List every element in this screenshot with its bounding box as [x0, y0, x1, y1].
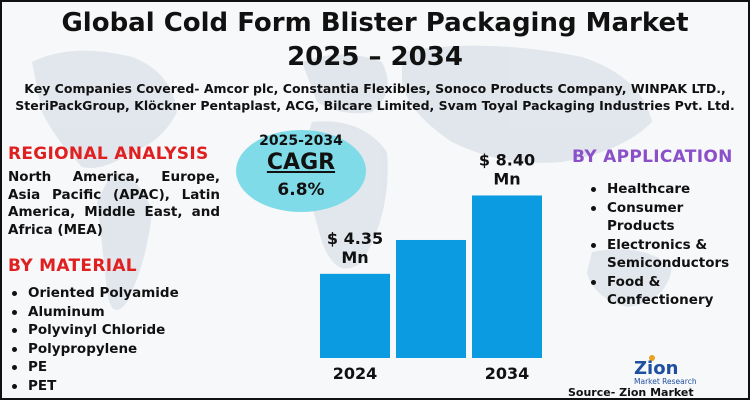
regional-text: North America, Europe, Asia Pacific (APA… [8, 169, 220, 238]
application-list: Healthcare Consumer Products Electronics … [587, 180, 729, 310]
bar-value-label: $ 4.35 [327, 229, 383, 248]
cagr-years: 2025-2034 [259, 133, 343, 149]
material-item: Polyvinyl Chloride [8, 321, 179, 340]
cagr-badge: 2025-2034 CAGR 6.8% [236, 130, 366, 212]
material-list: Oriented Polyamide Aluminum Polyvinyl Ch… [8, 284, 179, 395]
material-item: PET [8, 377, 179, 396]
material-item: Oriented Polyamide [8, 284, 179, 303]
application-item: Food & Confectionery [587, 273, 729, 310]
cagr-label: CAGR [266, 150, 336, 175]
bar-3 [472, 195, 542, 358]
title-line-1: Global Cold Form Blister Packaging Marke… [61, 8, 689, 38]
application-heading: BY APPLICATION [572, 147, 733, 167]
key-companies: Key Companies Covered- Amcor plc, Consta… [12, 80, 738, 114]
source-note: Source- Zion Market Research [568, 386, 694, 399]
material-item: Aluminum [8, 303, 179, 322]
svg-text:Zion: Zion [634, 358, 678, 379]
zion-logo: Zion Market Research [634, 355, 697, 386]
bar-value-label: $ 8.40 [479, 150, 535, 169]
application-item: Healthcare [587, 180, 729, 199]
year-tick-label: 2024 [333, 364, 378, 383]
cagr-value: 6.8% [277, 180, 325, 200]
bar-1 [320, 273, 390, 358]
year-tick-label: 2034 [485, 364, 530, 383]
regional-heading: REGIONAL ANALYSIS [8, 144, 209, 164]
logo-dot-icon [649, 355, 655, 361]
title-line-2: 2025 – 2034 [287, 42, 463, 72]
material-item: PE [8, 358, 179, 377]
chart-title: Global Cold Form Blister Packaging Marke… [2, 6, 748, 74]
material-item: Polypropylene [8, 340, 179, 359]
bar-value-label: Mn [493, 169, 520, 188]
application-item: Consumer Products [587, 199, 729, 236]
material-heading: BY MATERIAL [8, 256, 137, 276]
bar-value-label: Mn [341, 248, 368, 267]
bar-2 [396, 239, 466, 358]
companies-line-1: Key Companies Covered- Amcor plc, Consta… [24, 81, 726, 96]
application-item: Electronics & Semiconductors [587, 236, 729, 273]
companies-line-2: SteriPackGroup, Klöckner Pentaplast, ACG… [15, 98, 735, 113]
svg-text:Market Research: Market Research [634, 377, 697, 386]
